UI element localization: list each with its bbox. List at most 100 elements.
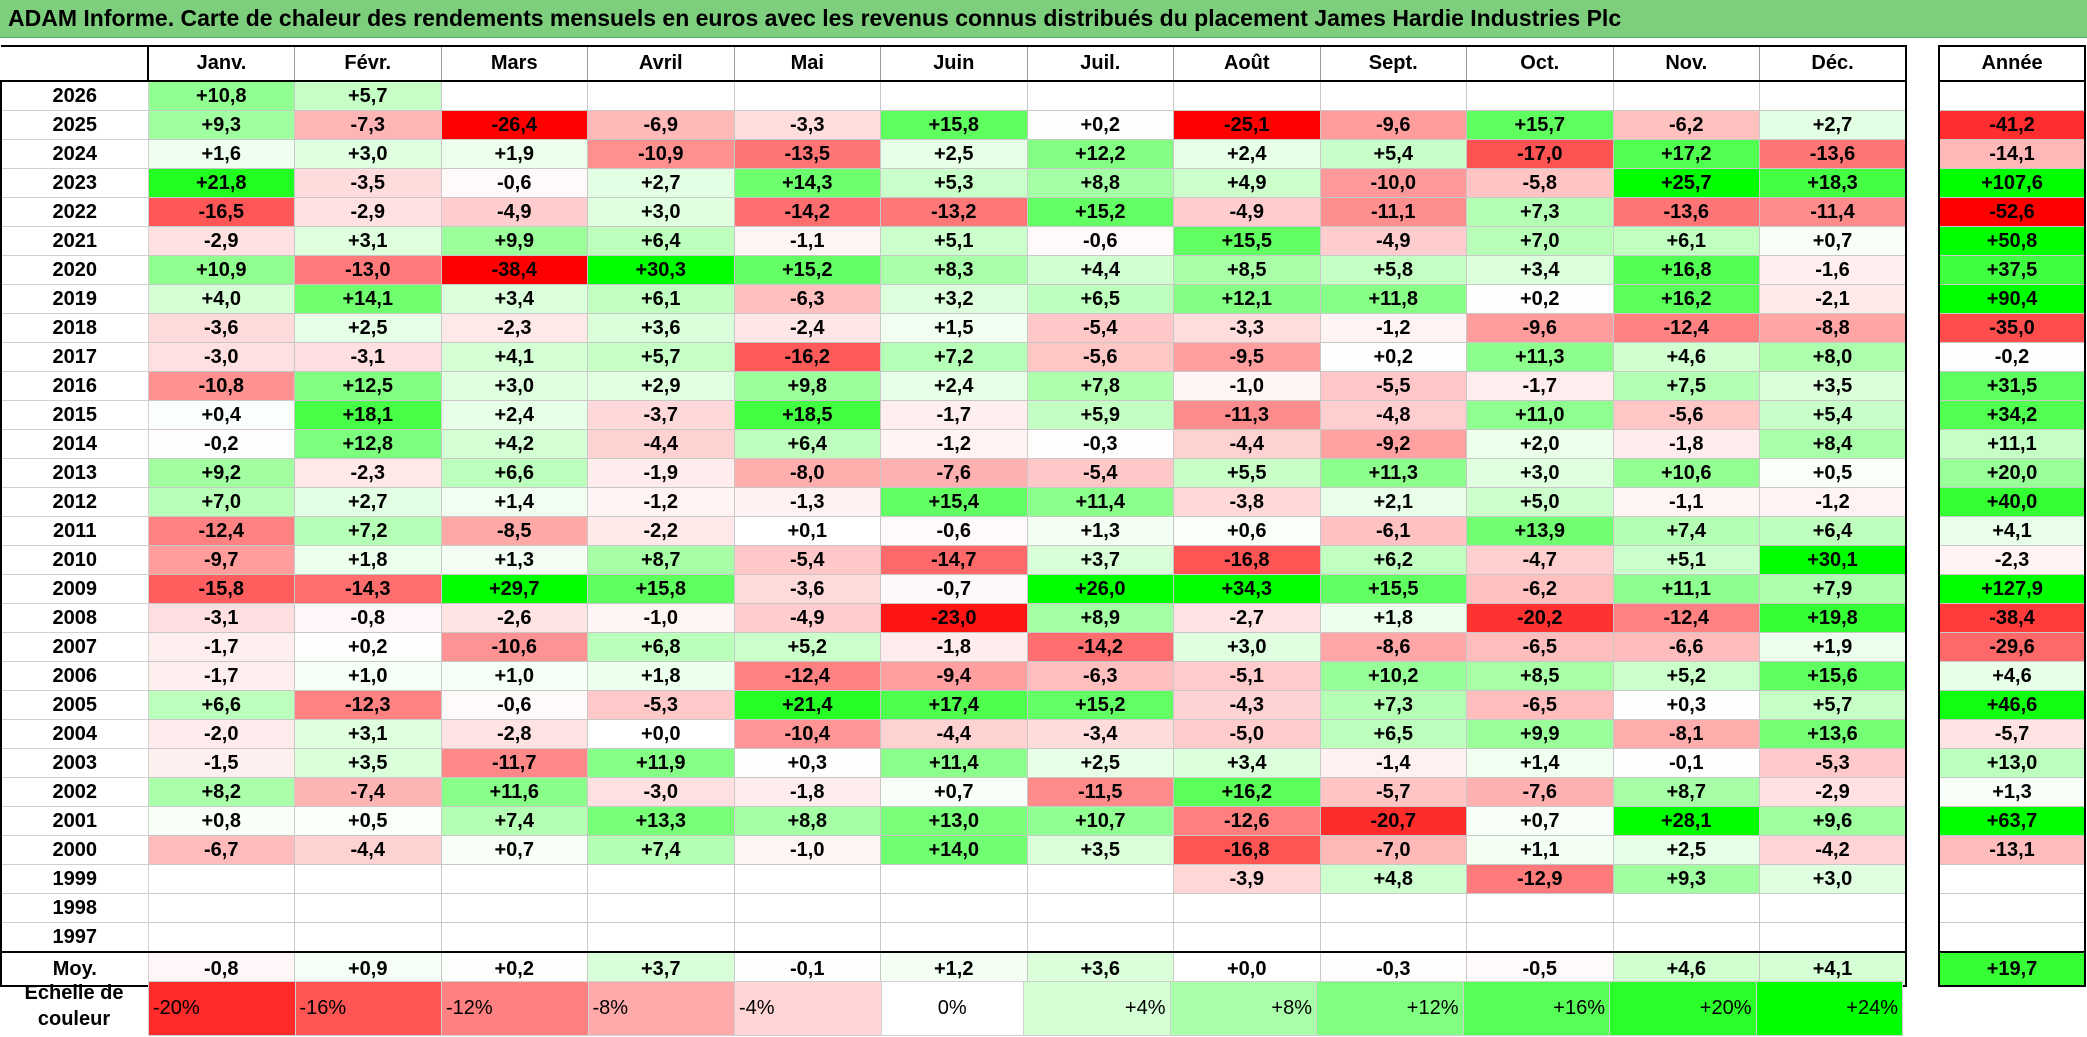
annual-row: +4,1 [1938,516,2086,546]
month-cell: -4,9 [733,603,881,633]
year-row: 2021 -2,9 +3,1 +9,9 +6,4 -1,1 +5,1 -0,6 +15,5 -4,… [0,226,1907,256]
month-cell: -1,4 [1319,748,1467,778]
month-cell: -1,2 [587,487,735,517]
month-cell: -1,7 [147,632,295,662]
month-cell: +11,1 [1612,574,1760,604]
month-cell: +8,5 [1173,255,1321,285]
month-cell: +15,5 [1319,574,1467,604]
month-cell: +10,9 [147,255,295,285]
annual-cell: -14,1 [1938,139,2086,169]
month-cell: +2,1 [1319,487,1467,517]
month-cell: -13,2 [880,197,1028,227]
month-cell: +21,4 [733,690,881,720]
month-cell: +8,9 [1026,603,1174,633]
month-cell: +11,8 [1319,284,1467,314]
month-cell: -15,8 [147,574,295,604]
annual-cell [1938,864,2086,894]
month-cell [440,864,588,894]
month-cell: -0,6 [440,690,588,720]
month-cell: -6,3 [1026,661,1174,691]
month-cell: +16,2 [1612,284,1760,314]
month-cell: -4,4 [1173,429,1321,459]
annual-row: +37,5 [1938,255,2086,285]
year-label: 2022 [0,197,149,227]
year-row: 2007 -1,7 +0,2 -10,6 +6,8 +5,2 -1,8 -14,2 +3,0 -8… [0,632,1907,662]
month-cell: -7,6 [880,458,1028,488]
month-cell: +5,2 [1612,661,1760,691]
month-cell: +0,7 [1759,226,1907,256]
month-cell [440,922,588,953]
color-scale-step: -20% [148,981,296,1036]
month-cell: +1,9 [440,139,588,169]
month-cell: -2,9 [1759,777,1907,807]
month-cell [1173,893,1321,923]
year-label: 2012 [0,487,149,517]
month-cell: -1,6 [1759,255,1907,285]
month-cell [587,922,735,953]
month-cell: +0,2 [294,632,442,662]
month-cell [880,922,1028,953]
month-cell [1319,922,1467,953]
month-cell: +7,5 [1612,371,1760,401]
annual-row: -13,1 [1938,835,2086,865]
month-cell: +5,4 [1319,139,1467,169]
month-cell: +0,2 [1466,284,1614,314]
month-cell: -9,5 [1173,342,1321,372]
month-cell: -4,7 [1466,545,1614,575]
month-cell: -14,2 [1026,632,1174,662]
month-cell: +6,6 [147,690,295,720]
annual-cell: +50,8 [1938,226,2086,256]
month-cell: +9,6 [1759,806,1907,836]
month-cell: -6,5 [1466,690,1614,720]
month-cell: +2,5 [1026,748,1174,778]
annual-row: -35,0 [1938,313,2086,343]
month-cell: -7,0 [1319,835,1467,865]
annual-cell: -29,6 [1938,632,2086,662]
month-cell: -3,6 [147,313,295,343]
month-cell: +2,7 [587,168,735,198]
month-cell [880,864,1028,894]
year-label: 2013 [0,458,149,488]
annual-row: -2,3 [1938,545,2086,575]
month-cell: +4,4 [1026,255,1174,285]
month-header: Oct. [1466,45,1614,82]
month-header: Juin [880,45,1028,82]
month-cell [147,893,295,923]
month-cell: +11,6 [440,777,588,807]
month-cell: -16,8 [1173,545,1321,575]
year-row: 1998 [0,893,1907,923]
month-cell [1466,80,1614,111]
chart-title: ADAM Informe. Carte de chaleur des rende… [8,5,1622,31]
month-cell: +12,1 [1173,284,1321,314]
month-cell: +18,5 [733,400,881,430]
annual-row: +20,0 [1938,458,2086,488]
month-cell: +18,3 [1759,168,1907,198]
color-scale-step: +12% [1316,981,1464,1036]
month-cell: +2,5 [1612,835,1760,865]
annual-row: +1,3 [1938,777,2086,807]
month-cell [733,893,881,923]
month-cell: -12,4 [733,661,881,691]
month-cell: +8,8 [733,806,881,836]
month-cell: -3,0 [147,342,295,372]
month-cell: -6,5 [1466,632,1614,662]
year-row: 2023 +21,8 -3,5 -0,6 +2,7 +14,3 +5,3 +8,8 +4,9 -1… [0,168,1907,198]
month-cell: -5,0 [1173,719,1321,749]
annual-row: -29,6 [1938,632,2086,662]
month-cell: +0,3 [1612,690,1760,720]
annual-cell: -35,0 [1938,313,2086,343]
month-cell: +11,4 [880,748,1028,778]
month-cell: +6,1 [1612,226,1760,256]
annual-row: -14,1 [1938,139,2086,169]
month-cell: +9,3 [1612,864,1760,894]
average-label: Moy. [0,951,149,987]
year-label: 2017 [0,342,149,372]
annual-row: +11,1 [1938,429,2086,459]
annual-row: +13,0 [1938,748,2086,778]
month-header: Nov. [1612,45,1760,82]
annual-row: -52,6 [1938,197,2086,227]
month-cell [733,864,881,894]
month-cell: +9,8 [733,371,881,401]
month-cell: +15,2 [1026,690,1174,720]
month-cell [1026,893,1174,923]
